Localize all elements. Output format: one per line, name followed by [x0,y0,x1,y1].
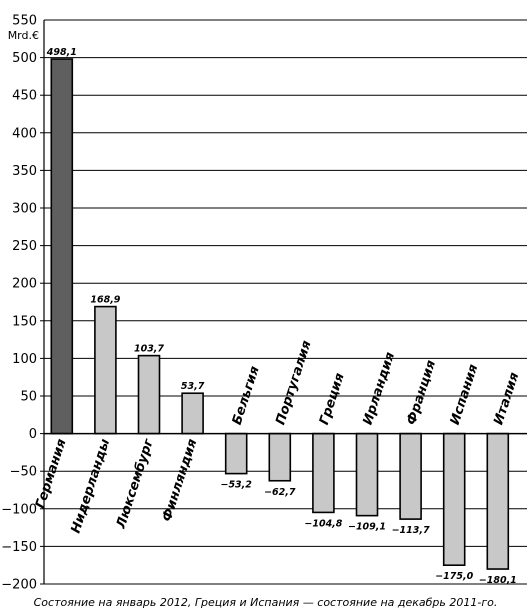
category-label: Португалия [273,339,314,427]
bar-value-label: −109,1 [348,522,386,533]
bar [486,432,510,570]
bar-value-label: 103,7 [134,344,164,355]
category-label: Нидерланды [69,437,114,535]
y-tick-label: −100 [1,502,37,517]
bar [137,354,161,435]
bar-value-label: −53,2 [220,480,252,491]
y-tick-label: 300 [12,202,37,217]
y-tick-label: −200 [1,578,37,593]
bar-value-label: −62,7 [264,487,296,498]
bar [50,58,74,435]
category-label: Италия [491,371,522,427]
y-tick-label: 450 [12,89,37,104]
y-tick-label: 400 [12,126,37,141]
category-label: Ирландия [361,350,399,426]
bar [312,432,335,514]
bar-chart: −200 −150 −100 −50 0 50 100 150 200 250 300 350 400 4… [1,14,527,593]
bar-value-label: 53,7 [181,381,205,392]
y-tick-label: 500 [12,51,37,66]
bar-value-label: −113,7 [392,525,430,536]
y-tick-label: −50 [10,465,37,480]
bar [268,432,292,482]
bar [224,432,248,475]
bar [355,432,379,517]
bar [399,432,422,520]
y-tick-label: 150 [12,314,37,329]
bar [442,432,466,567]
bar-value-label: 498,1 [46,47,77,58]
y-unit-label: Mrd.€ [8,29,39,42]
bar-value-label: 168,9 [90,295,120,306]
y-tick-label: 100 [12,352,37,367]
y-tick-label: 50 [20,390,37,405]
category-label: Люксембург [113,436,157,531]
bar-value-label: −180,1 [479,575,517,586]
y-tick-label: 550 [12,14,37,29]
category-label: Франция [404,358,439,426]
bar-value-label: −175,0 [435,571,473,582]
category-label: Финляндия [160,437,201,523]
category-label: Германия [33,437,70,510]
y-tick-label: 0 [29,427,37,442]
category-label: Греция [317,371,348,427]
y-tick-label: 350 [12,164,37,179]
bar-value-label: −104,8 [304,518,342,529]
y-tick-label: 250 [12,239,37,254]
y-tick-label: −150 [1,540,37,555]
bar [181,392,204,435]
category-label: Испания [448,362,482,426]
chart-caption: Состояние на январь 2012, Греция и Испан… [33,596,498,609]
y-tick-label: 200 [12,277,37,292]
bar [94,305,117,435]
